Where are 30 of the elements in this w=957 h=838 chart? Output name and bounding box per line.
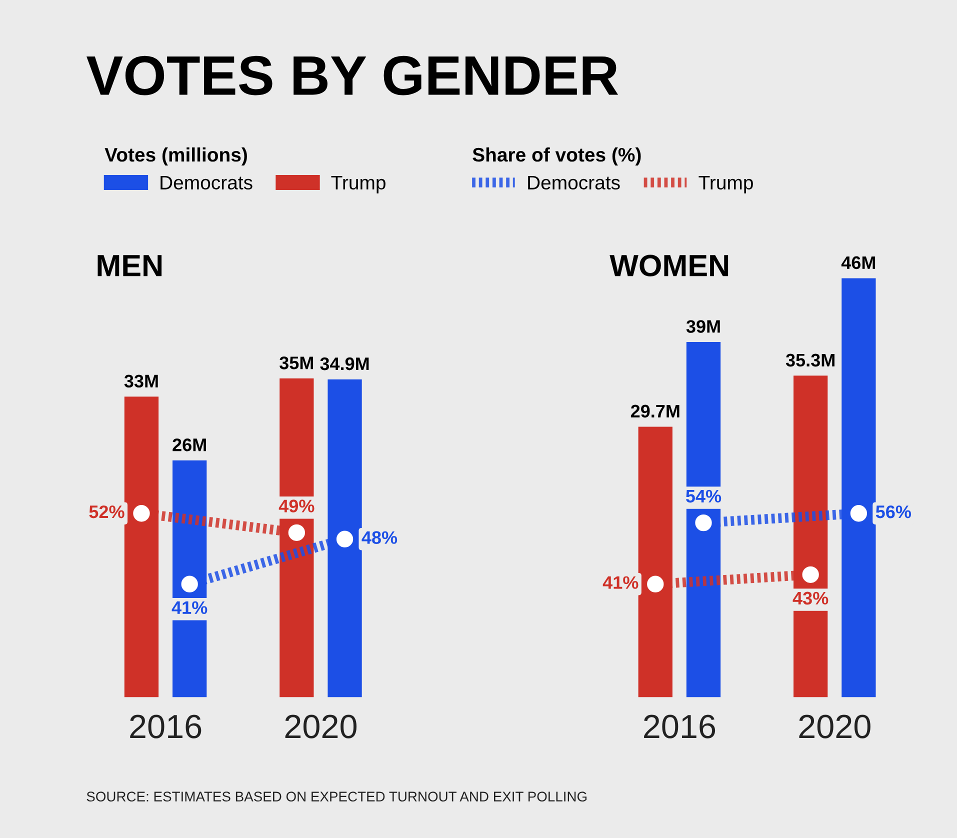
data-label: 54% — [686, 490, 722, 503]
data-label: 33M — [124, 374, 158, 388]
legend-title: Share of votes (%) — [472, 147, 641, 166]
legend-label: Trump — [331, 176, 386, 194]
data-label: 41% — [602, 576, 638, 589]
legend-label: Democrats — [160, 176, 252, 190]
data-label: 43% — [792, 592, 828, 605]
data-label: 49% — [278, 500, 314, 512]
data-label: 56% — [876, 505, 912, 518]
data-label: 26M — [172, 438, 206, 452]
x-tick-label: 2016 — [130, 714, 202, 738]
data-label: 35M — [280, 356, 314, 370]
chart-title: VOTES BY GENDER — [86, 56, 618, 96]
data-label: 52% — [89, 505, 124, 518]
data-label: 34.9M — [320, 357, 369, 370]
legend-title: Votes (millions) — [104, 147, 247, 166]
x-tick-label: 2016 — [644, 714, 716, 738]
source-note: SOURCE: ESTIMATES BASED ON EXPECTED TURNOUT AND EXIT POLLING — [86, 792, 587, 802]
legend-label: Trump — [698, 176, 753, 194]
data-label: 46M — [841, 256, 876, 270]
data-label: 39M — [686, 320, 720, 333]
legend-label: Democrats — [528, 176, 620, 190]
data-label: 48% — [362, 531, 398, 544]
data-label: 35.3M — [786, 354, 834, 367]
data-label: 29.7M — [630, 404, 680, 418]
chart-subtitle: WOMEN — [610, 254, 728, 276]
data-label: 41% — [172, 601, 208, 614]
chart-subtitle: MEN — [98, 255, 162, 276]
x-tick-label: 2020 — [799, 714, 870, 738]
x-tick-label: 2020 — [285, 714, 356, 738]
